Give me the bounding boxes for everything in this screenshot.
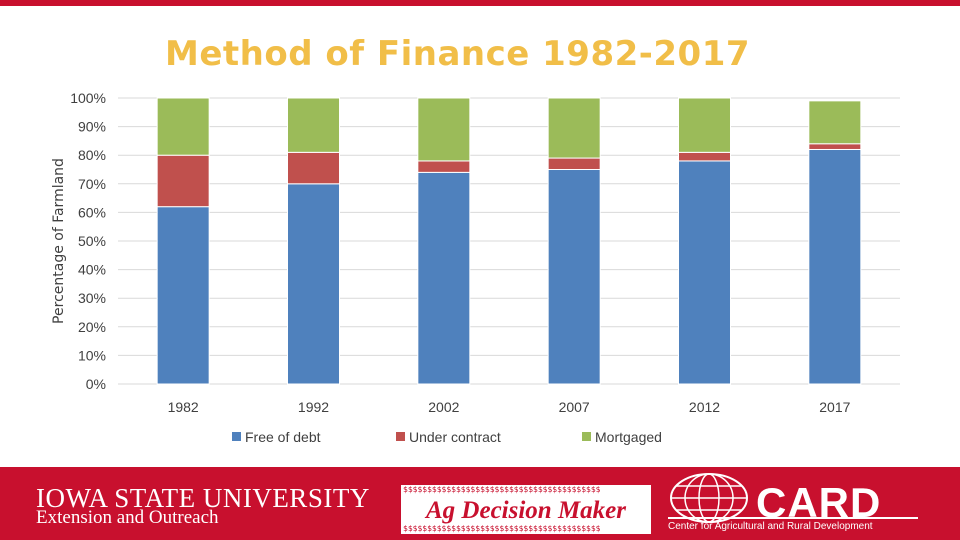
bar-segment-under-contract	[547, 157, 601, 170]
bar-segment-under-contract	[156, 154, 210, 208]
ag-decision-maker-text: Ag Decision Maker	[426, 497, 626, 524]
bar-segment-free-of-debt	[808, 148, 862, 385]
x-tick-label: 2012	[689, 399, 720, 415]
y-tick-label: 60%	[78, 204, 106, 220]
bar-segment-free-of-debt	[417, 171, 471, 385]
card-full-name: Center for Agricultural and Rural Develo…	[668, 521, 873, 532]
bar-segment-free-of-debt	[287, 183, 340, 385]
chart-title: Method of Finance 1982-2017	[164, 34, 751, 74]
x-tick-label: 2017	[819, 399, 850, 415]
bar-segment-free-of-debt	[547, 169, 601, 385]
dollar-border-bottom: $$$$$$$$$$$$$$$$$$$$$$$$$$$$$$$$$$$$$$$$…	[403, 525, 601, 533]
isu-extension-label: Extension and Outreach	[36, 507, 219, 528]
y-tick-label: 80%	[78, 147, 106, 163]
y-tick-label: 30%	[78, 290, 106, 306]
dollar-border-top: $$$$$$$$$$$$$$$$$$$$$$$$$$$$$$$$$$$$$$$$…	[403, 486, 601, 494]
bar-segment-free-of-debt	[156, 206, 210, 385]
bar-segment-mortgaged	[808, 100, 862, 145]
legend-swatch	[232, 432, 241, 441]
y-tick-label: 100%	[70, 90, 106, 106]
card-wordmark: CARD	[756, 479, 882, 526]
isu-wordmark: IOWA STATE UNIVERSITY	[36, 483, 370, 513]
bar-segment-mortgaged	[287, 97, 340, 153]
bar-segment-mortgaged	[417, 97, 471, 162]
card-divider	[668, 517, 918, 519]
top-accent-bar	[0, 0, 960, 6]
bar-segment-under-contract	[417, 160, 471, 173]
bar-segment-under-contract	[808, 143, 862, 150]
legend-label: Under contract	[409, 429, 501, 445]
card-globe-icon	[670, 473, 748, 523]
y-tick-label: 0%	[86, 376, 106, 392]
y-axis-label: Percentage of Farmland	[51, 158, 67, 324]
y-tick-label: 40%	[78, 262, 106, 278]
bar-segment-mortgaged	[547, 97, 601, 159]
legend-label: Mortgaged	[595, 429, 662, 445]
bar-segment-free-of-debt	[678, 160, 731, 385]
legend-swatch	[582, 432, 591, 441]
legend-swatch	[396, 432, 405, 441]
ag-decision-maker-logo: $$$$$$$$$$$$$$$$$$$$$$$$$$$$$$$$$$$$$$$$…	[401, 485, 651, 534]
x-tick-label: 2007	[559, 399, 590, 415]
stacked-bar-chart: 0% 10% 20% 30% 40% 50% 60% 70% 80% 90% 100% Percent…	[51, 90, 900, 445]
y-tick-label: 10%	[78, 347, 106, 363]
legend-label: Free of debt	[245, 429, 321, 445]
y-tick-label: 50%	[78, 233, 106, 249]
y-tick-label: 90%	[78, 119, 106, 135]
bar-segment-under-contract	[287, 151, 340, 185]
bar-segment-mortgaged	[678, 97, 731, 153]
y-tick-label: 20%	[78, 319, 106, 335]
y-tick-label: 70%	[78, 176, 106, 192]
bar-segment-under-contract	[678, 151, 731, 162]
x-tick-label: 2002	[428, 399, 459, 415]
x-tick-label: 1982	[168, 399, 199, 415]
bar-segment-mortgaged	[156, 97, 210, 156]
x-tick-label: 1992	[298, 399, 329, 415]
